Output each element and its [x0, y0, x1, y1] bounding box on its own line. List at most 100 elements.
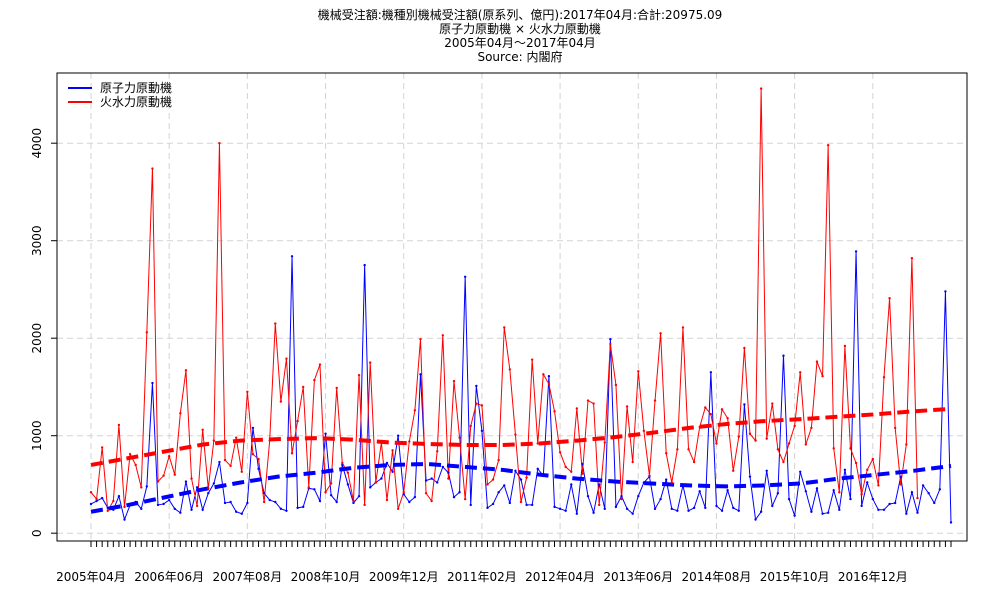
- data-point-nuclear: [765, 469, 768, 472]
- data-point-nuclear: [759, 510, 763, 513]
- data-point-nuclear: [799, 470, 802, 473]
- data-point-thermal-hydro: [218, 142, 221, 145]
- data-point-thermal-hydro: [424, 492, 428, 495]
- data-point-nuclear: [240, 512, 243, 515]
- data-point-thermal-hydro: [134, 463, 137, 467]
- data-point-thermal-hydro: [352, 499, 355, 503]
- data-point-nuclear: [804, 490, 808, 493]
- data-point-nuclear: [123, 518, 126, 521]
- data-point-thermal-hydro: [145, 331, 149, 334]
- data-point-thermal-hydro: [257, 457, 260, 461]
- data-point-nuclear: [888, 502, 891, 506]
- data-point-thermal-hydro: [849, 447, 852, 450]
- data-point-thermal-hydro: [581, 472, 584, 475]
- data-point-thermal-hydro: [810, 426, 813, 430]
- series-line-nuclear: [90, 251, 952, 523]
- data-point-nuclear: [430, 477, 433, 480]
- data-point-nuclear: [128, 503, 132, 507]
- data-point-nuclear: [698, 490, 701, 493]
- data-point-nuclear: [916, 511, 919, 514]
- data-point-nuclear: [692, 506, 696, 510]
- data-point-thermal-hydro: [893, 426, 897, 430]
- data-point-thermal-hydro: [910, 257, 914, 260]
- data-point-nuclear: [151, 381, 154, 385]
- data-point-thermal-hydro: [469, 424, 472, 428]
- y-tick-label: 2000: [30, 323, 44, 354]
- data-point-nuclear: [882, 508, 886, 511]
- data-point-thermal-hydro: [542, 373, 545, 376]
- data-point-nuclear: [89, 502, 93, 506]
- data-point-nuclear: [274, 500, 277, 504]
- data-point-thermal-hydro: [112, 499, 115, 503]
- data-point-thermal-hydro: [335, 386, 338, 390]
- data-point-nuclear: [112, 508, 115, 511]
- chart-subtitle-series: 原子力原動機 × 火水力原動機: [439, 21, 601, 36]
- data-point-nuclear: [452, 495, 456, 499]
- data-point-nuclear: [324, 432, 327, 435]
- data-point-thermal-hydro: [346, 471, 350, 474]
- data-point-nuclear: [704, 506, 707, 510]
- data-point-thermal-hydro: [653, 399, 657, 402]
- data-point-nuclear: [715, 504, 718, 508]
- data-point-nuclear: [380, 477, 383, 480]
- series-points: [89, 87, 953, 524]
- data-point-nuclear: [620, 494, 623, 498]
- data-point-thermal-hydro: [402, 491, 405, 494]
- data-point-nuclear: [195, 486, 199, 489]
- x-tick-label: 2007年08月: [212, 570, 282, 584]
- data-point-thermal-hydro: [564, 465, 567, 469]
- data-point-thermal-hydro: [525, 476, 528, 479]
- data-point-nuclear: [737, 509, 740, 512]
- data-point-thermal-hydro: [514, 433, 517, 436]
- y-tick-label: 4000: [30, 128, 44, 159]
- data-point-thermal-hydro: [592, 402, 595, 405]
- data-point-thermal-hydro: [704, 406, 707, 409]
- data-point-thermal-hydro: [313, 378, 316, 382]
- data-point-nuclear: [893, 501, 897, 505]
- data-point-thermal-hydro: [223, 458, 227, 462]
- data-point-thermal-hydro: [229, 464, 232, 468]
- data-point-nuclear: [670, 507, 673, 511]
- data-point-nuclear: [251, 426, 255, 430]
- data-point-thermal-hydro: [787, 442, 791, 445]
- chart-subtitle-period: 2005年04月～2017年04月: [444, 36, 596, 50]
- data-point-thermal-hydro: [832, 447, 835, 450]
- data-point-nuclear: [302, 505, 305, 509]
- data-point-nuclear: [335, 500, 338, 504]
- data-point-nuclear: [854, 250, 858, 253]
- data-point-nuclear: [268, 498, 271, 502]
- data-point-thermal-hydro: [162, 474, 165, 477]
- data-point-thermal-hydro: [793, 424, 796, 428]
- data-point-thermal-hydro: [664, 452, 668, 455]
- series-lines: [90, 88, 952, 523]
- data-point-nuclear: [553, 505, 556, 509]
- data-point-thermal-hydro: [212, 439, 216, 442]
- chart-subtitle-source: Source: 内閣府: [477, 49, 562, 64]
- data-point-thermal-hydro: [307, 486, 310, 489]
- data-point-nuclear: [927, 492, 930, 495]
- data-point-nuclear: [469, 503, 472, 507]
- data-point-thermal-hydro: [207, 487, 210, 490]
- data-point-thermal-hydro: [586, 399, 590, 402]
- data-point-thermal-hydro: [408, 440, 411, 443]
- data-point-nuclear: [787, 497, 791, 501]
- data-point-nuclear: [396, 434, 400, 437]
- data-point-nuclear: [173, 507, 176, 511]
- data-point-nuclear: [223, 501, 227, 505]
- data-point-nuclear: [262, 492, 266, 495]
- data-point-thermal-hydro: [609, 342, 612, 346]
- data-point-nuclear: [167, 498, 171, 502]
- trend-line-nuclear: [90, 461, 952, 514]
- data-point-nuclear: [570, 483, 573, 486]
- y-axis: 0 1000 2000 3000 4000: [30, 128, 57, 537]
- data-point-nuclear: [826, 511, 830, 514]
- data-point-thermal-hydro: [296, 419, 299, 423]
- data-point-nuclear: [296, 506, 299, 510]
- data-point-thermal-hydro: [463, 497, 467, 501]
- data-point-nuclear: [212, 482, 216, 485]
- data-point-nuclear: [558, 507, 562, 511]
- data-point-nuclear: [491, 502, 495, 506]
- data-point-nuclear: [424, 479, 428, 482]
- data-point-thermal-hydro: [167, 454, 171, 458]
- data-point-thermal-hydro: [374, 481, 378, 484]
